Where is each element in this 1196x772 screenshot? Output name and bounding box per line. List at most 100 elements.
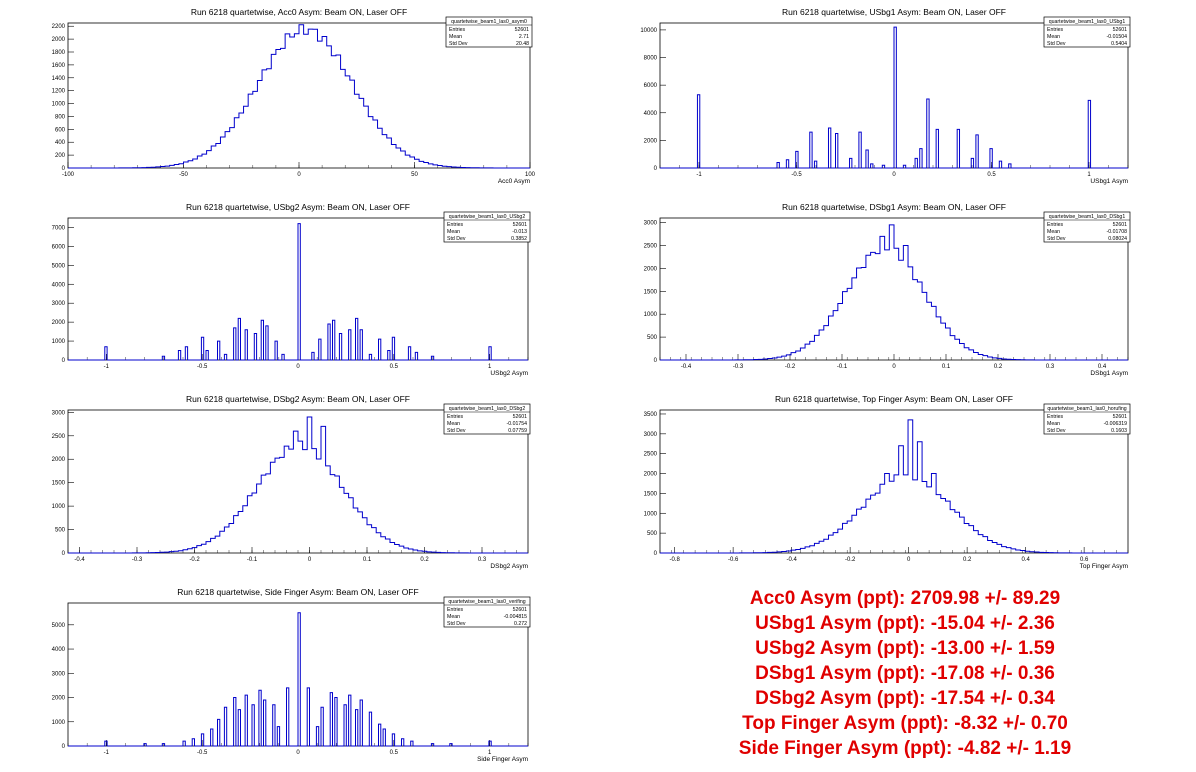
x-tick-label: -0.1: [837, 364, 848, 370]
x-axis-label: DSbg2 Asym: [490, 563, 528, 570]
x-tick-label: -0.4: [681, 364, 692, 370]
x-tick-label: 50: [411, 172, 418, 178]
histogram-line: [68, 24, 530, 169]
y-tick-label: 400: [55, 140, 66, 146]
x-axis-label: USbg1 Asym: [1090, 178, 1128, 185]
stats-box-name: quartetwise_beam1_las0_USbg2: [449, 214, 526, 220]
x-tick-label: -0.3: [132, 557, 143, 563]
x-tick-label: -0.8: [669, 557, 680, 563]
y-tick-label: 1000: [52, 102, 66, 108]
y-tick-label: 1800: [52, 50, 66, 56]
y-tick-label: 2000: [644, 138, 658, 144]
y-tick-label: 3000: [52, 671, 66, 677]
x-axis-label: USbg2 Asym: [490, 370, 528, 377]
stats-box-name: quartetwise_beam1_las0_horufing: [1047, 406, 1126, 412]
y-tick-label: 10000: [640, 28, 657, 34]
stats-box-frame: [1043, 16, 1131, 48]
stats-value: 0.1603: [1111, 428, 1127, 434]
summary-top-finger: Top Finger Asym (ppt): -8.32 +/- 0.70: [742, 713, 1068, 734]
y-tick-label: 4000: [644, 111, 658, 117]
stats-label: Mean: [1047, 34, 1060, 40]
summary-acc0: Acc0 Asym (ppt): 2709.98 +/- 89.29: [749, 588, 1061, 609]
stats-value: 52601: [1113, 414, 1128, 420]
histogram-title: Run 6218 quartetwise, Acc0 Asym: Beam ON…: [191, 7, 407, 17]
stats-value: -0.006319: [1104, 421, 1127, 427]
x-tick-label: -1: [104, 364, 110, 370]
stats-value: 2.71: [519, 34, 529, 40]
y-tick-label: 2000: [644, 472, 658, 478]
stats-box-name: quartetwise_beam1_las0_USbg1: [1049, 19, 1126, 25]
stats-box-frame: [443, 596, 531, 628]
x-tick-label: 0: [296, 364, 300, 370]
y-tick-label: 0: [62, 551, 66, 557]
y-tick-label: 0: [654, 551, 658, 557]
y-tick-label: 0: [654, 166, 658, 172]
x-tick-label: 0.5: [987, 172, 996, 178]
stats-box: quartetwise_beam1_las0_DSbg1 Entries 52601…: [1043, 211, 1131, 243]
stats-label: Std Dev: [1047, 428, 1066, 434]
y-tick-label: 1500: [644, 491, 658, 497]
x-tick-label: 100: [525, 172, 536, 178]
stats-value: 0.3852: [511, 236, 527, 242]
y-tick-label: 0: [62, 744, 66, 750]
y-tick-label: 5000: [52, 623, 66, 629]
stats-box-name: quartetwise_beam1_las0_DSbg1: [1049, 214, 1126, 220]
x-tick-label: -0.4: [74, 557, 85, 563]
x-tick-label: 0.4: [1098, 364, 1107, 370]
x-tick-label: 0.5: [390, 364, 399, 370]
x-tick-label: 0.1: [942, 364, 951, 370]
y-tick-label: 2000: [644, 266, 658, 272]
y-tick-label: 5000: [52, 263, 66, 269]
stats-box-name: quartetwise_beam1_las0_verifing: [448, 599, 525, 605]
histogram-usbg2: Run 6218 quartetwise, USbg2 Asym: Beam O…: [52, 202, 531, 377]
x-tick-label: -1: [104, 750, 110, 756]
stats-label: Entries: [1047, 27, 1064, 33]
stats-value: 52601: [513, 607, 528, 613]
summary-dsbg2: DSbg2 Asym (ppt): -17.54 +/- 0.34: [755, 688, 1055, 709]
y-tick-label: 500: [647, 335, 658, 341]
x-axis-label: Acc0 Asym: [498, 178, 530, 185]
y-tick-label: 800: [55, 114, 66, 120]
y-tick-label: 0: [62, 358, 66, 364]
histogram-dsbg2: Run 6218 quartetwise, DSbg2 Asym: Beam O…: [52, 394, 531, 570]
stats-label: Std Dev: [447, 236, 466, 242]
y-tick-label: 0: [62, 166, 66, 172]
y-tick-label: 1500: [644, 289, 658, 295]
stats-box-frame: [443, 403, 531, 435]
stats-box: quartetwise_beam1_las0_USbg1 Entries 52601…: [1043, 16, 1131, 48]
x-tick-label: -0.4: [786, 557, 797, 563]
stats-box-frame: [443, 211, 531, 243]
x-tick-label: -0.5: [197, 364, 208, 370]
stats-value: -0.01708: [1107, 229, 1128, 235]
stats-label: Entries: [447, 414, 464, 420]
stats-label: Std Dev: [447, 428, 466, 434]
stats-label: Entries: [447, 222, 464, 228]
y-tick-label: 2500: [52, 434, 66, 440]
x-tick-label: 1: [488, 750, 492, 756]
stats-value: 0.08024: [1108, 236, 1127, 242]
y-tick-label: 2500: [644, 452, 658, 458]
y-tick-label: 2200: [52, 24, 66, 30]
y-tick-label: 4000: [52, 647, 66, 653]
y-tick-label: 500: [55, 528, 66, 534]
x-tick-label: 0.6: [1080, 557, 1089, 563]
x-axis-label: Side Finger Asym: [477, 756, 528, 763]
y-tick-label: 3000: [52, 301, 66, 307]
y-tick-label: 6000: [644, 83, 658, 89]
x-tick-label: -0.3: [733, 364, 744, 370]
stats-label: Mean: [447, 229, 460, 235]
y-tick-label: 1000: [644, 511, 658, 517]
histogram-sidefinger: Run 6218 quartetwise, Side Finger Asym: …: [52, 587, 531, 763]
stats-label: Mean: [447, 614, 460, 620]
stats-box: quartetwise_beam1_las0_USbg2 Entries 52601…: [443, 211, 531, 243]
y-tick-label: 3000: [644, 432, 658, 438]
y-tick-label: 1500: [52, 481, 66, 487]
x-axis-label: DSbg1 Asym: [1090, 370, 1128, 377]
stats-value: 52601: [513, 414, 528, 420]
stats-label: Entries: [447, 607, 464, 613]
histogram-usbg1: Run 6218 quartetwise, USbg1 Asym: Beam O…: [640, 7, 1131, 185]
histogram-acc0: Run 6218 quartetwise, Acc0 Asym: Beam ON…: [52, 7, 536, 185]
y-tick-label: 2500: [644, 243, 658, 249]
y-tick-label: 1200: [52, 89, 66, 95]
stats-label: Std Dev: [449, 41, 468, 47]
